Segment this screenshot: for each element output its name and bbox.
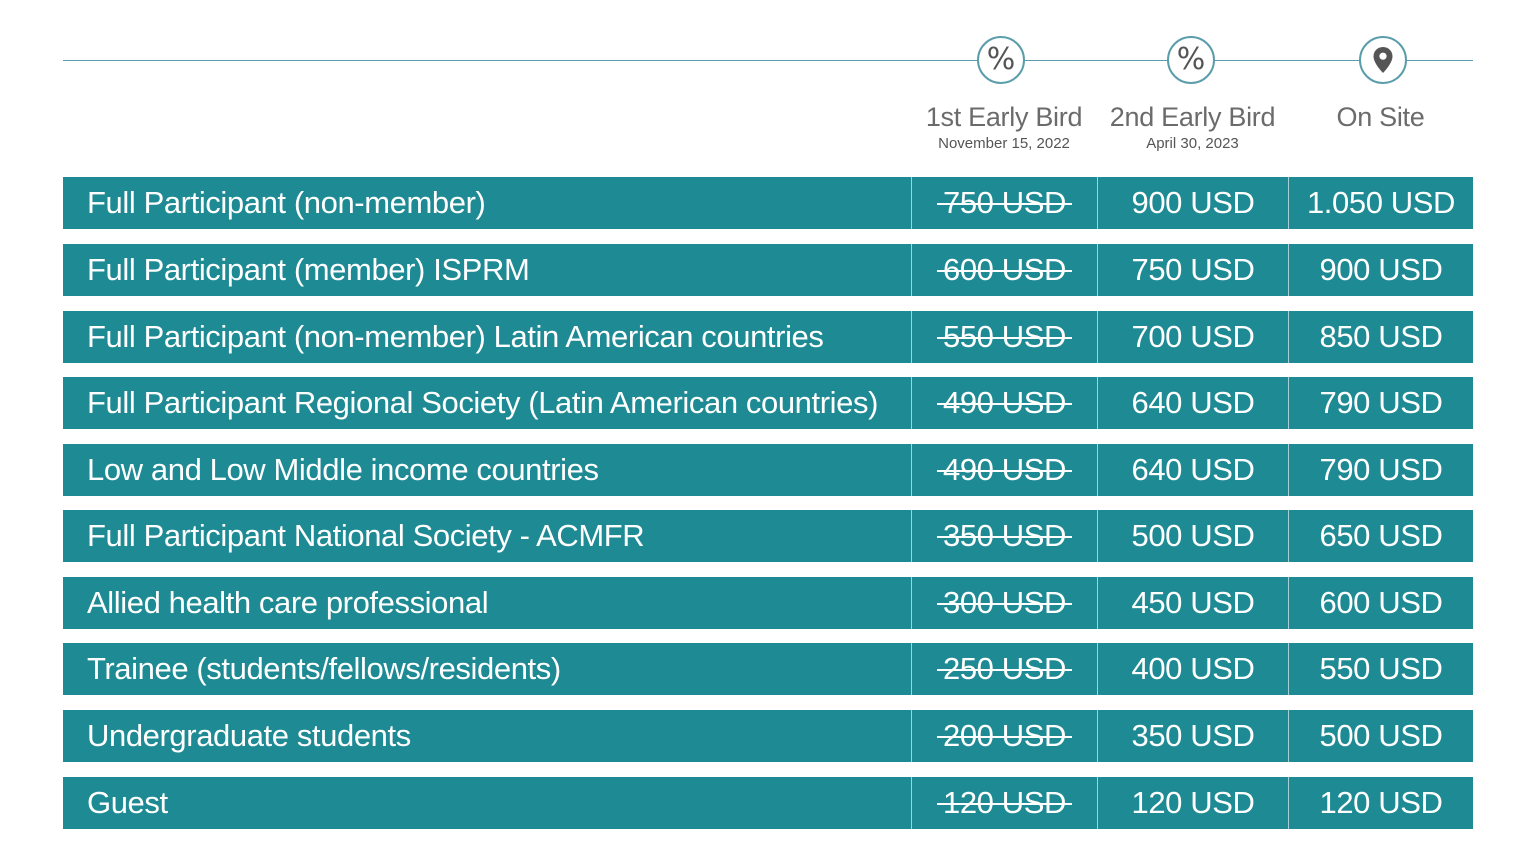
struck-price: 490 USD <box>937 452 1072 487</box>
early-bird-1-price: 490 USD <box>911 444 1097 496</box>
row-label: Guest <box>87 785 168 820</box>
table-row: Full Participant (member) ISPRM 600 USD … <box>63 244 1473 296</box>
early-bird-2-price: 640 USD <box>1097 377 1288 429</box>
percent-icon: % <box>977 36 1025 84</box>
on-site-price: 790 USD <box>1288 444 1473 496</box>
early-bird-2-price: 400 USD <box>1097 643 1288 695</box>
column-title: 2nd Early Bird <box>1109 102 1276 132</box>
column-title: On Site <box>1336 102 1425 132</box>
on-site-price: 550 USD <box>1288 643 1473 695</box>
early-bird-1-price: 200 USD <box>911 710 1097 762</box>
early-bird-1-price: 250 USD <box>911 643 1097 695</box>
table-row: Trainee (students/fellows/residents) 250… <box>63 643 1473 695</box>
row-label: Full Participant (non-member) <box>87 185 486 220</box>
struck-price: 550 USD <box>937 319 1072 354</box>
row-label: Full Participant (non-member) Latin Amer… <box>87 319 824 354</box>
table-row: Low and Low Middle income countries 490 … <box>63 444 1473 496</box>
struck-price: 600 USD <box>937 252 1072 287</box>
early-bird-1-price: 600 USD <box>911 244 1097 296</box>
table-row: Full Participant (non-member) 750 USD 90… <box>63 177 1473 229</box>
row-label: Trainee (students/fellows/residents) <box>87 651 561 686</box>
early-bird-1-price: 550 USD <box>911 311 1097 363</box>
table-row: Full Participant (non-member) Latin Amer… <box>63 311 1473 363</box>
early-bird-2-price: 750 USD <box>1097 244 1288 296</box>
row-label: Full Participant (member) ISPRM <box>87 252 530 287</box>
row-label: Undergraduate students <box>87 718 411 753</box>
on-site-price: 120 USD <box>1288 777 1473 829</box>
early-bird-1-price: 750 USD <box>911 177 1097 229</box>
row-label: Low and Low Middle income countries <box>87 452 599 487</box>
early-bird-2-price: 640 USD <box>1097 444 1288 496</box>
early-bird-2-price: 900 USD <box>1097 177 1288 229</box>
percent-icon: % <box>1167 36 1215 84</box>
struck-price: 120 USD <box>937 785 1072 820</box>
row-label: Full Participant National Society - ACMF… <box>87 518 645 553</box>
column-title: 1st Early Bird <box>925 102 1083 132</box>
on-site-price: 600 USD <box>1288 577 1473 629</box>
on-site-price: 850 USD <box>1288 311 1473 363</box>
row-label: Full Participant Regional Society (Latin… <box>87 385 878 420</box>
early-bird-1-price: 120 USD <box>911 777 1097 829</box>
column-header-early-bird-2: 2nd Early Bird April 30, 2023 <box>1097 100 1288 154</box>
early-bird-2-price: 500 USD <box>1097 510 1288 562</box>
on-site-price: 500 USD <box>1288 710 1473 762</box>
struck-price: 490 USD <box>937 385 1072 420</box>
struck-price: 250 USD <box>937 651 1072 686</box>
early-bird-2-price: 450 USD <box>1097 577 1288 629</box>
early-bird-1-price: 490 USD <box>911 377 1097 429</box>
on-site-price: 1.050 USD <box>1288 177 1473 229</box>
struck-price: 750 USD <box>937 185 1072 220</box>
map-pin-icon <box>1359 36 1407 84</box>
early-bird-2-price: 120 USD <box>1097 777 1288 829</box>
map-pin-glyph <box>1373 47 1393 73</box>
table-row: Allied health care professional 300 USD … <box>63 577 1473 629</box>
table-row: Guest 120 USD 120 USD 120 USD <box>63 777 1473 829</box>
column-date: April 30, 2023 <box>1146 135 1239 152</box>
column-header-early-bird-1: 1st Early Bird November 15, 2022 <box>911 100 1097 154</box>
table-row: Full Participant National Society - ACMF… <box>63 510 1473 562</box>
early-bird-2-price: 350 USD <box>1097 710 1288 762</box>
on-site-price: 900 USD <box>1288 244 1473 296</box>
early-bird-1-price: 350 USD <box>911 510 1097 562</box>
column-date: November 15, 2022 <box>938 135 1070 152</box>
early-bird-2-price: 700 USD <box>1097 311 1288 363</box>
table-row: Undergraduate students 200 USD 350 USD 5… <box>63 710 1473 762</box>
on-site-price: 790 USD <box>1288 377 1473 429</box>
header-divider-line <box>63 60 1473 61</box>
struck-price: 300 USD <box>937 585 1072 620</box>
row-label: Allied health care professional <box>87 585 489 620</box>
struck-price: 350 USD <box>937 518 1072 553</box>
struck-price: 200 USD <box>937 718 1072 753</box>
table-row: Full Participant Regional Society (Latin… <box>63 377 1473 429</box>
on-site-price: 650 USD <box>1288 510 1473 562</box>
early-bird-1-price: 300 USD <box>911 577 1097 629</box>
column-header-on-site: On Site <box>1288 100 1473 134</box>
